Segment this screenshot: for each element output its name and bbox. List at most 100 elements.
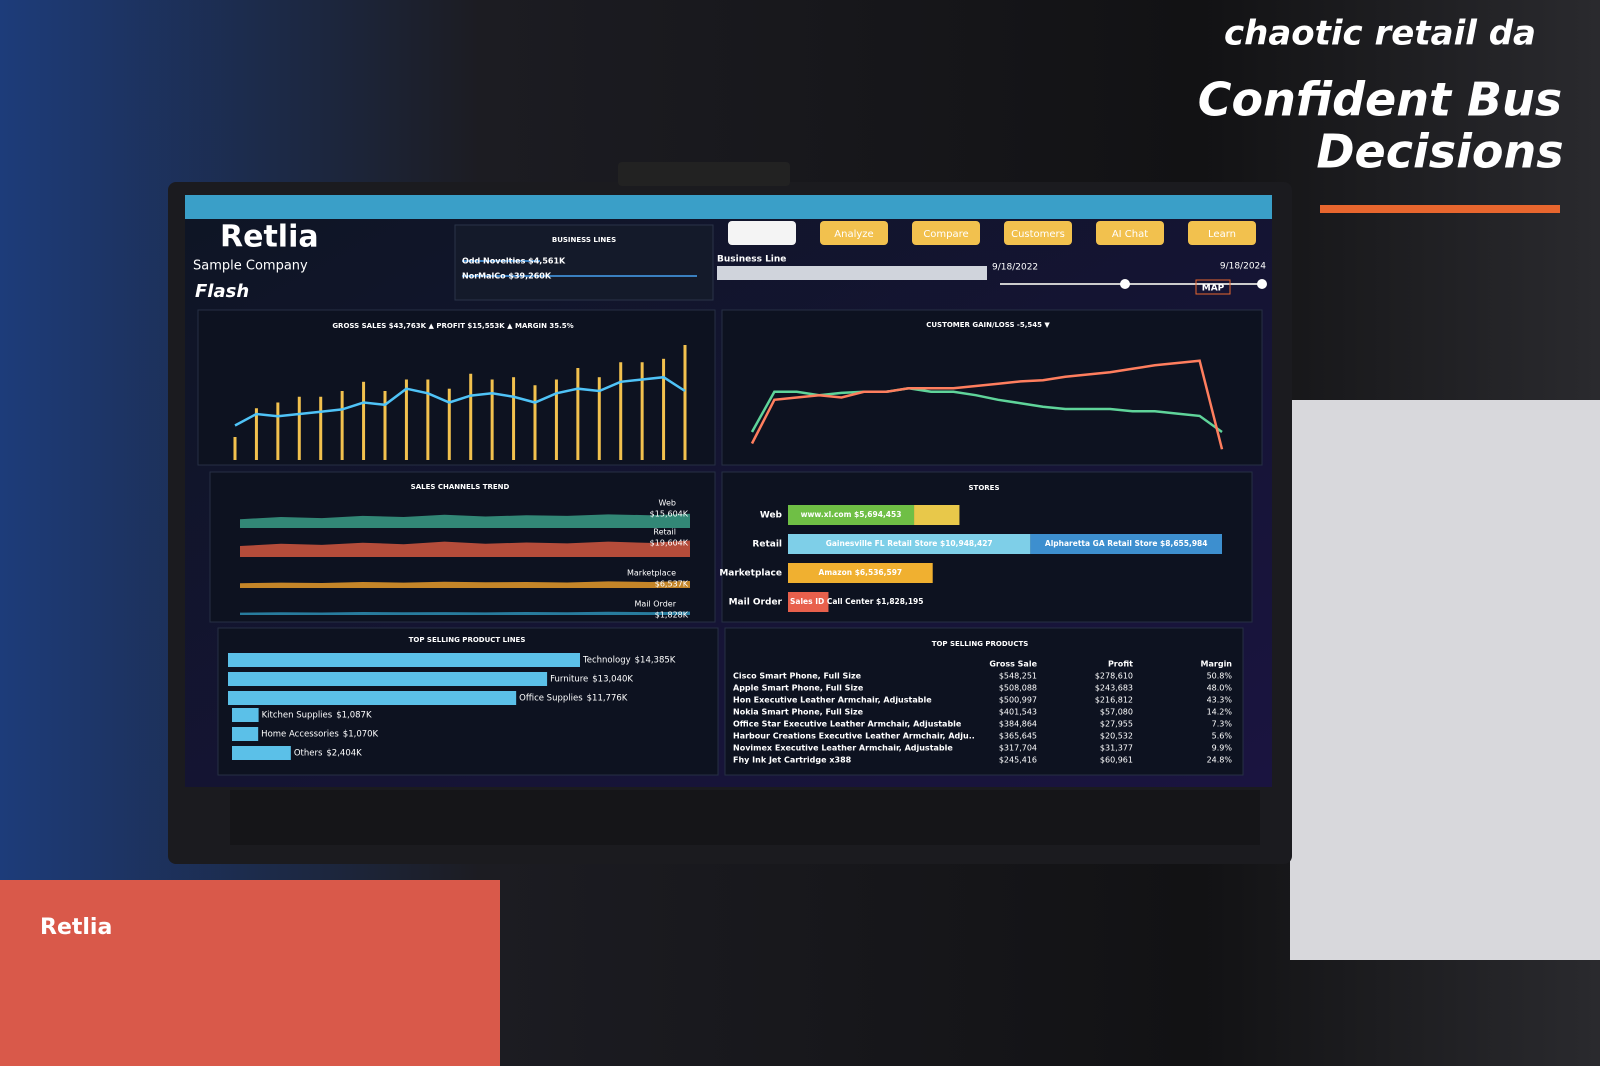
product-line-bar bbox=[228, 653, 580, 667]
sales-bar bbox=[533, 385, 537, 460]
sales-bar bbox=[254, 408, 258, 460]
store-channel: Marketplace bbox=[719, 569, 782, 579]
toolbar-button-label: Customers bbox=[1011, 229, 1065, 240]
product-line-bar bbox=[232, 727, 259, 741]
toolbar-button[interactable] bbox=[1188, 221, 1256, 245]
toolbar-button[interactable] bbox=[728, 221, 796, 245]
product-cell: 24.8% bbox=[1207, 756, 1233, 765]
product-name: Nokia Smart Phone, Full Size bbox=[733, 708, 864, 717]
channel-area bbox=[240, 513, 690, 528]
gain-line bbox=[750, 387, 1223, 434]
product-cell: 14.2% bbox=[1207, 708, 1233, 717]
chart-title: STORES bbox=[969, 484, 1000, 492]
channel-value: $6,537K bbox=[655, 580, 689, 589]
product-cell: $500,997 bbox=[999, 696, 1037, 705]
sales-bar bbox=[383, 391, 387, 460]
sign-text: Retlia bbox=[40, 915, 112, 940]
product-cell: $243,683 bbox=[1095, 684, 1133, 693]
sales-bar bbox=[233, 437, 237, 460]
product-cell: $278,610 bbox=[1095, 672, 1133, 681]
store-label: Amazon $6,536,597 bbox=[819, 568, 903, 577]
product-name: Apple Smart Phone, Full Size bbox=[733, 684, 864, 693]
product-cell: $365,645 bbox=[999, 732, 1037, 741]
product-name: Harbour Creations Executive Leather Armc… bbox=[733, 732, 975, 741]
product-cell: 50.8% bbox=[1207, 672, 1233, 681]
store-channel: Retail bbox=[752, 540, 782, 550]
booth-panel bbox=[1290, 400, 1600, 960]
toolbar-button[interactable] bbox=[1004, 221, 1072, 245]
date-slider-handle[interactable] bbox=[1257, 279, 1267, 289]
map-button-label: MAP bbox=[1202, 284, 1225, 294]
sales-bar bbox=[512, 377, 516, 460]
chart-title: TOP SELLING PRODUCTS bbox=[932, 640, 1029, 648]
channel-value: $1,828K bbox=[655, 611, 689, 620]
business-lines-title: BUSINESS LINES bbox=[552, 236, 616, 244]
sign bbox=[0, 880, 500, 1066]
store-bar bbox=[788, 563, 933, 583]
toolbar-button[interactable] bbox=[1096, 221, 1164, 245]
webcam bbox=[618, 162, 790, 186]
product-cell: $31,377 bbox=[1100, 744, 1133, 753]
banner-text: chaotic retail da bbox=[1224, 14, 1536, 54]
product-cell: 43.3% bbox=[1207, 696, 1233, 705]
business-line-select[interactable] bbox=[717, 266, 987, 280]
store-bar bbox=[1030, 534, 1222, 554]
store-label: Gainesville FL Retail Store $10,948,427 bbox=[826, 539, 993, 548]
business-line-item: NorMalCo $39,260K bbox=[462, 272, 552, 281]
panels bbox=[197, 309, 1263, 776]
product-line-name: Office Supplies bbox=[519, 694, 583, 704]
sales-bar bbox=[554, 379, 558, 460]
sales-bar bbox=[662, 358, 666, 460]
product-cell: 48.0% bbox=[1207, 684, 1233, 693]
banner-stripe bbox=[1320, 205, 1560, 213]
product-line-bar bbox=[232, 708, 259, 722]
business-lines-panel bbox=[454, 224, 714, 301]
product-cell: 5.6% bbox=[1212, 732, 1233, 741]
channel-name: Marketplace bbox=[627, 569, 676, 578]
sales-line bbox=[234, 375, 686, 427]
sales-bar bbox=[640, 362, 644, 460]
product-cell: $317,704 bbox=[999, 744, 1037, 753]
channel-area bbox=[240, 581, 690, 588]
store-label: Alpharetta GA Retail Store $8,655,984 bbox=[1045, 539, 1208, 548]
toolbar-button[interactable] bbox=[820, 221, 888, 245]
product-line-value: $1,087K bbox=[336, 711, 372, 721]
chart-title: SALES CHANNELS TREND bbox=[411, 483, 510, 491]
column-header: Gross Sale bbox=[989, 660, 1037, 669]
product-name: Cisco Smart Phone, Full Size bbox=[733, 672, 862, 681]
banner-text: Confident Bus bbox=[1198, 73, 1562, 127]
company-name: Sample Company bbox=[193, 259, 308, 274]
map-button[interactable] bbox=[1195, 279, 1231, 295]
sales-bar bbox=[576, 368, 580, 460]
filter-label: Business Line bbox=[717, 255, 786, 265]
product-cell: $508,088 bbox=[999, 684, 1037, 693]
date-slider-handle[interactable] bbox=[1120, 279, 1130, 289]
toolbar bbox=[185, 195, 1272, 219]
product-line-name: Home Accessories bbox=[261, 730, 339, 740]
product-name: Hon Executive Leather Armchair, Adjustab… bbox=[733, 696, 932, 705]
product-cell: $384,864 bbox=[999, 720, 1037, 729]
toolbar-button-label: AI Chat bbox=[1112, 229, 1148, 240]
toolbar-button-label: Compare bbox=[923, 229, 968, 240]
product-line-value: $11,776K bbox=[587, 694, 628, 704]
chart-title: TOP SELLING PRODUCT LINES bbox=[409, 636, 526, 644]
product-line-bar bbox=[232, 746, 291, 760]
channel-value: $15,604K bbox=[650, 510, 689, 519]
store-channel: Web bbox=[760, 511, 783, 521]
channel-name: Web bbox=[659, 499, 676, 508]
sales-bar bbox=[597, 377, 601, 460]
sales-bar bbox=[469, 373, 473, 460]
store-channel: Mail Order bbox=[729, 598, 783, 608]
monitor-chin bbox=[230, 790, 1260, 845]
product-line-value: $1,070K bbox=[343, 730, 379, 740]
product-cell: 7.3% bbox=[1212, 720, 1233, 729]
store-bar bbox=[914, 505, 960, 525]
sales-bar bbox=[447, 388, 451, 460]
store-label: www.xl.com $5,694,453 bbox=[801, 510, 902, 519]
column-header: Profit bbox=[1108, 660, 1133, 669]
start-date: 9/18/2022 bbox=[992, 263, 1038, 273]
brand-name: Retlia bbox=[220, 220, 319, 255]
product-cell: $27,955 bbox=[1100, 720, 1133, 729]
toolbar-button[interactable] bbox=[912, 221, 980, 245]
product-cell: 9.9% bbox=[1212, 744, 1233, 753]
